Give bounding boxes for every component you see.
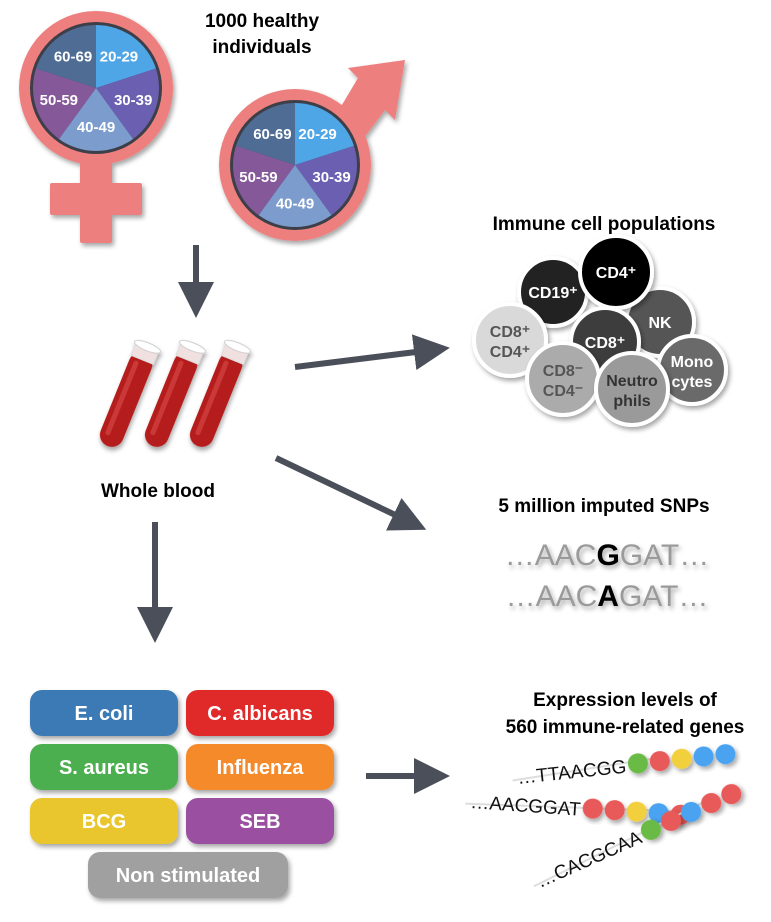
cell-label: NK: [648, 315, 672, 332]
expression-bead: [640, 819, 661, 840]
immune-cell: CD8⁻ CD4⁻: [525, 341, 601, 417]
age-label: 60-69: [253, 126, 291, 143]
stimulus-bcg: BCG: [30, 798, 178, 844]
expression-bead: [693, 746, 714, 767]
age-label: 40-49: [77, 119, 115, 136]
age-label: 20-29: [298, 126, 336, 143]
age-pie-male: 20-29 30-39 40-49 50-59 60-69: [230, 100, 360, 230]
expression-bead: [582, 798, 603, 819]
snps-title: 5 million imputed SNPs: [498, 496, 709, 517]
age-label: 20-29: [100, 48, 138, 65]
stimulus-label: E. coli: [75, 703, 134, 725]
pie-slice-40-49: [58, 88, 134, 151]
stimulus-e-coli: E. coli: [30, 690, 178, 736]
expression-bead: [715, 744, 736, 765]
stimulus-label: BCG: [82, 811, 126, 833]
cell-label: CD8⁻: [543, 363, 583, 380]
cohort-title-line2: individuals: [212, 37, 311, 58]
stimulus-label: Influenza: [217, 757, 305, 779]
age-label: 30-39: [114, 92, 152, 109]
pie-slice-40-49: [258, 165, 332, 227]
expression-title-line1: Expression levels of: [533, 690, 717, 711]
snp-sequences: …AACGGAT… …AACAGAT…: [505, 539, 709, 613]
immune-cell: CD4⁺: [578, 234, 654, 310]
stimulus-label: Non stimulated: [116, 865, 260, 887]
expression-bead: [626, 801, 647, 822]
strand-sequence: …TTAACGG: [516, 757, 627, 789]
age-label: 50-59: [239, 169, 277, 186]
arrows: [137, 245, 450, 794]
snp-seq-2: …AACAGAT…: [506, 580, 709, 613]
cell-label: CD19⁺: [528, 285, 577, 302]
expression-strands: …TTAACGG …AACGGAT …CACGCAA: [465, 744, 742, 893]
cell-label: cytes: [672, 374, 713, 391]
blood-tube-icon: [99, 339, 162, 447]
expression-bead: [627, 753, 648, 774]
stimulus-non-stimulated: Non stimulated: [88, 852, 288, 898]
cell-label: Neutro: [606, 373, 658, 390]
strand-sequence: …CACGCAA: [533, 827, 645, 892]
snp-allele-1: G: [596, 539, 619, 572]
pie-slice-20-29: [295, 103, 354, 165]
expression-strand: …TTAACGG: [512, 744, 736, 789]
immune-cell-cluster: NK CD19⁺ CD4⁺ CD8⁺ CD4⁺ CD8⁺ Mono cytes CD8⁻ CD4⁻…: [472, 234, 728, 427]
age-pie-female: 20-29 30-39 40-49 50-59 60-69: [30, 22, 162, 154]
cell-label: CD8⁺: [585, 335, 625, 352]
immune-cell: CD8⁺ CD4⁺: [472, 302, 548, 378]
cell-label: CD8⁺: [490, 324, 530, 341]
blood-tubes: [99, 339, 252, 447]
age-label: 50-59: [40, 92, 78, 109]
blood-tube-icon: [144, 339, 207, 447]
stimulus-label: C. albicans: [207, 703, 313, 725]
stimuli-grid: E. coli C. albicans S. aureus Influenza BCG S…: [30, 690, 334, 898]
whole-blood-label: Whole blood: [101, 481, 215, 502]
strand-sequence: …AACGGAT: [470, 792, 582, 821]
expression-bead: [649, 751, 670, 772]
pie-slice-50-59: [33, 68, 96, 139]
cell-label: CD4⁻: [543, 383, 583, 400]
expression-bead: [681, 801, 702, 822]
arrow-blood-to-cells: [294, 334, 450, 371]
cell-label: CD4⁺: [490, 344, 530, 361]
stimulus-label: SEB: [239, 811, 280, 833]
pie-slice-50-59: [233, 145, 295, 216]
stimulus-s-aureus: S. aureus: [30, 744, 178, 790]
pie-slice-60-69: [236, 103, 295, 165]
age-label: 40-49: [276, 195, 314, 212]
stimulus-c-albicans: C. albicans: [186, 690, 334, 736]
cell-label: Mono: [671, 354, 714, 371]
snp-allele-2: A: [597, 580, 619, 613]
expression-bead: [671, 748, 692, 769]
stimulus-influenza: Influenza: [186, 744, 334, 790]
expression-title-line2: 560 immune-related genes: [506, 717, 745, 738]
snp-seq-1: …AACGGAT…: [505, 539, 709, 572]
expression-bead: [701, 793, 722, 814]
expression-bead: [721, 784, 742, 805]
expression-bead: [661, 810, 682, 831]
stimulus-seb: SEB: [186, 798, 334, 844]
age-label: 60-69: [54, 48, 92, 65]
arrow-blood-to-snps: [274, 455, 427, 531]
expression-bead: [604, 800, 625, 821]
pie-slice-20-29: [96, 25, 156, 88]
pie-slice-60-69: [36, 25, 96, 88]
pie-slice-30-39: [96, 68, 159, 139]
immune-cell: Neutro phils: [594, 351, 670, 427]
age-label: 30-39: [312, 169, 350, 186]
cell-label: CD4⁺: [596, 265, 636, 282]
blood-tube-icon: [189, 339, 252, 447]
cohort-title-line1: 1000 healthy: [205, 11, 319, 32]
cell-label: phils: [613, 393, 650, 410]
immune-cells-title: Immune cell populations: [493, 214, 716, 235]
stimulus-label: S. aureus: [59, 757, 149, 779]
immune-cell: Mono cytes: [656, 334, 728, 406]
pie-slice-30-39: [295, 145, 357, 216]
